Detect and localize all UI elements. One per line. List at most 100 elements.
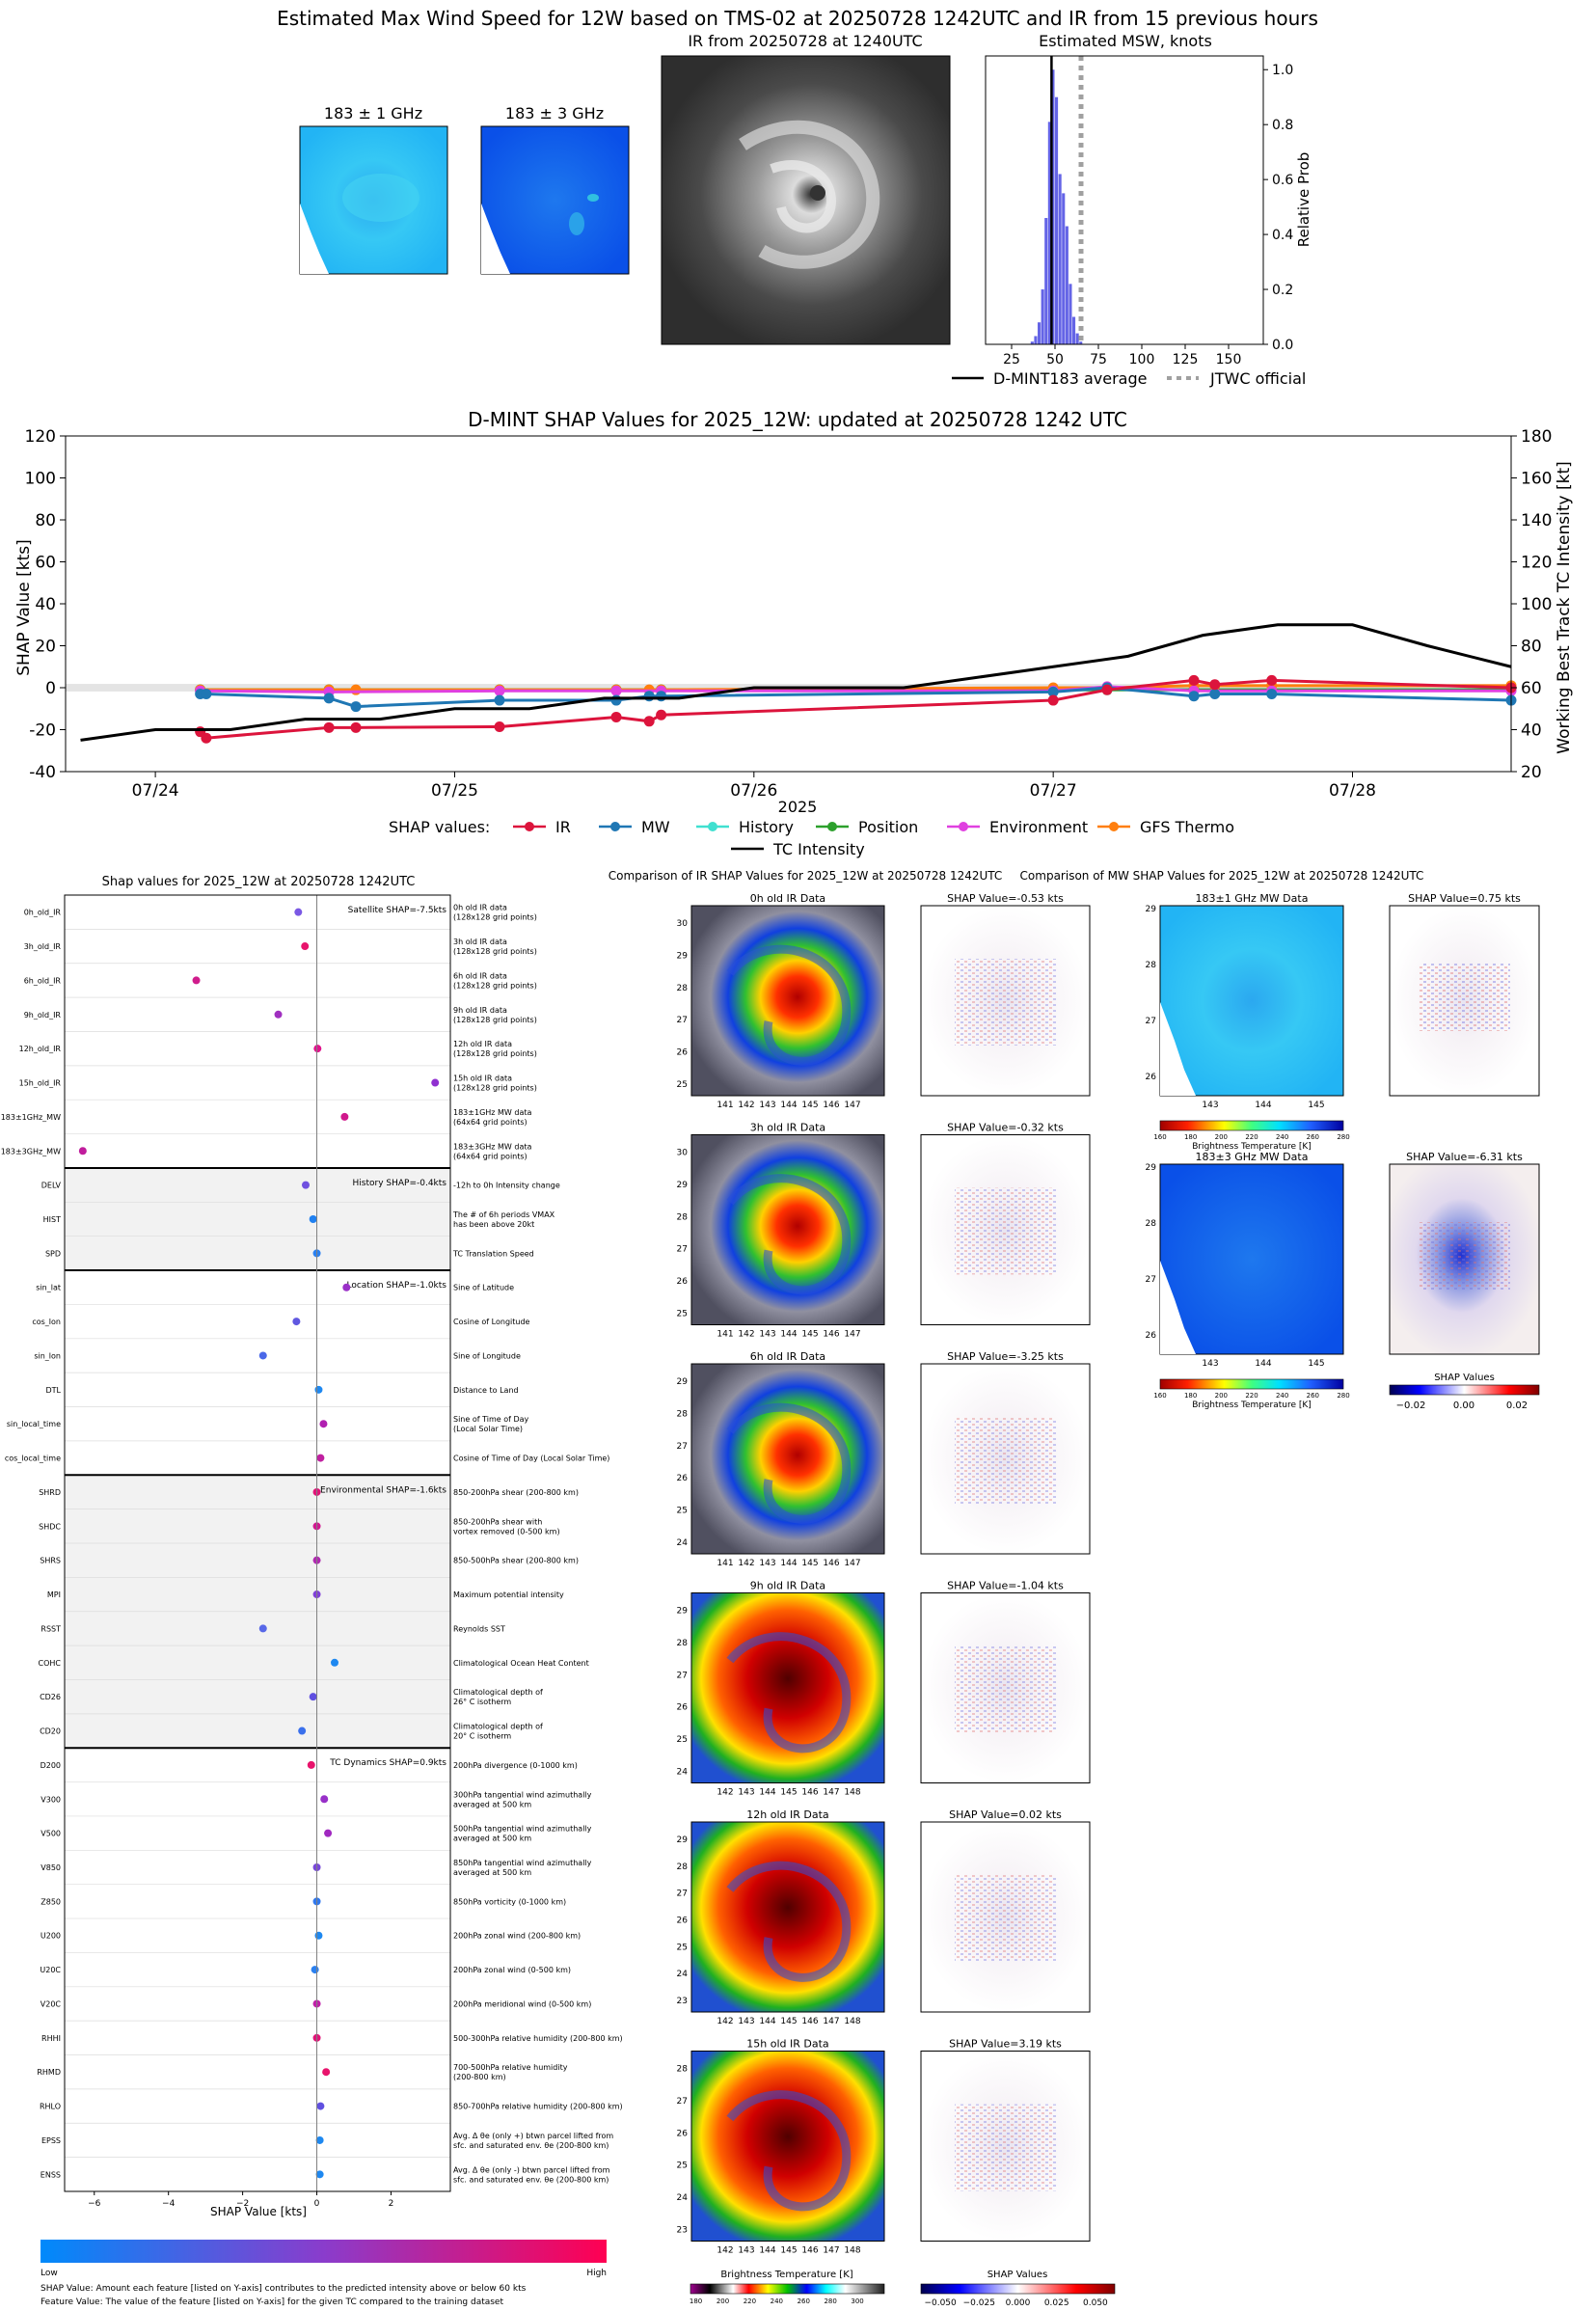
series-point	[323, 693, 335, 704]
ir-ytick-label: 23	[677, 1997, 688, 2006]
mw-cbar-tick: 200	[1215, 1392, 1228, 1400]
ir-ytick-label: 27	[677, 1245, 688, 1255]
mw-cbar-tick: 280	[1337, 1392, 1349, 1400]
feature-desc: has been above 20kt	[453, 1220, 534, 1229]
shap-xtick-label: −6	[88, 2199, 101, 2209]
y-tick-label: 20	[35, 638, 56, 657]
feature-dot	[314, 1385, 323, 1394]
ir-shap-title: SHAP Value=-0.32 kts	[947, 1122, 1064, 1134]
feature-desc: Climatological depth of	[453, 1688, 543, 1697]
mw-shap-title: SHAP Value=0.75 kts	[1408, 892, 1521, 905]
hist-bar	[1044, 218, 1048, 344]
feature-desc: 200hPa divergence (0-1000 km)	[453, 1761, 578, 1770]
ir-data-image	[690, 905, 885, 1097]
series-point	[494, 694, 505, 706]
ir-xtick-label: 148	[844, 1788, 860, 1798]
x-tick-label: 07/25	[431, 781, 478, 801]
feature-dot	[313, 1045, 322, 1053]
ir-data-title: 9h old IR Data	[750, 1580, 825, 1592]
ir-ytick-label: 23	[677, 2226, 688, 2236]
feature-desc: 850-200hPa shear with	[453, 1517, 542, 1526]
shap-feature-chart: Satellite SHAP=-7.5kts 0h_old_IR 0h old IR…	[1, 894, 623, 2209]
mw-ytick-label: 26	[1146, 1331, 1157, 1341]
ir-xtick-label: 145	[801, 1559, 818, 1568]
hist-bar	[1075, 333, 1079, 344]
mw-cbar-label: Brightness Temperature [K]	[1192, 1400, 1312, 1410]
ir-xtick-label: 147	[823, 2017, 839, 2026]
feature-dot	[319, 1420, 328, 1428]
mw-cbar-tick: 180	[1184, 1392, 1197, 1400]
ir-ytick-label: 29	[677, 1181, 689, 1190]
ir-xtick-label: 144	[780, 1559, 797, 1568]
msw-legend: D-MINT183 average JTWC official	[952, 369, 1306, 388]
hist-frame	[985, 55, 1264, 345]
feature-name: DELV	[41, 1182, 62, 1190]
group-band	[65, 1167, 450, 1271]
hist-bar	[1069, 284, 1072, 344]
hist-bar	[1041, 289, 1044, 344]
feature-desc: 850-500hPa shear (200-800 km)	[453, 1557, 579, 1565]
ir-shap-cbar-tick: 0.050	[1083, 2298, 1108, 2308]
legend-mw: MW	[641, 818, 670, 836]
msw-title: Estimated MSW, knots	[1039, 32, 1212, 50]
ir-cbar-tick: 180	[690, 2297, 702, 2305]
feature-desc: 850hPa tangential wind azimuthally	[453, 1859, 592, 1867]
ir-xtick-label: 143	[759, 1101, 775, 1110]
shap-note-2: Feature Value: The value of the feature …	[41, 2297, 503, 2307]
ir-xtick-label: 146	[823, 1330, 839, 1340]
ir-shap-cbar-tick: 0.025	[1044, 2298, 1069, 2308]
feature-name: U200	[41, 1932, 61, 1941]
feature-desc: 183±3GHz MW data	[453, 1142, 531, 1151]
ir-cbar-tick: 240	[771, 2297, 783, 2305]
mw-data-image	[1159, 905, 1344, 1097]
shap-frame	[64, 894, 451, 2192]
feature-name: RHHI	[41, 2034, 61, 2043]
ir-spiral-band	[726, 1402, 852, 1524]
shap-colorbar: Low High	[41, 2240, 607, 2278]
mw-cbar-tick: 220	[1245, 1133, 1258, 1141]
y-tick-right-label: 160	[1521, 470, 1552, 489]
feature-name: cos_local_time	[5, 1455, 61, 1463]
mw3-image	[480, 125, 630, 275]
ir-data-title: 6h old IR Data	[750, 1350, 825, 1363]
mw-xtick-label: 145	[1308, 1101, 1324, 1110]
feature-dot	[78, 1147, 87, 1156]
series-point	[610, 685, 622, 696]
mw-shap-cbar-tick: 0.02	[1506, 1400, 1528, 1411]
mw-cbar-tick: 160	[1153, 1133, 1166, 1141]
ir-data-image	[690, 1592, 885, 1783]
mw-cbar-tick: 220	[1245, 1392, 1258, 1400]
feature-dot	[322, 2068, 331, 2077]
ir-xtick-label: 143	[738, 1788, 754, 1798]
feature-name: 15h_old_IR	[19, 1079, 62, 1088]
mw-cbar-label: Brightness Temperature [K]	[1192, 1142, 1312, 1152]
mw-data-image	[1159, 1163, 1344, 1355]
y-tick-right-label: 180	[1521, 427, 1552, 447]
feature-desc: Climatological Ocean Heat Content	[453, 1659, 589, 1668]
feature-name: ENSS	[41, 2170, 61, 2179]
ir-ytick-label: 25	[677, 1310, 688, 1319]
feature-dot	[274, 1010, 283, 1019]
y-tick-right-label: 40	[1521, 721, 1542, 741]
x-tick-label: 07/28	[1329, 781, 1376, 801]
feature-desc: (128x128 grid points)	[453, 1084, 537, 1093]
ir-xtick-label: 144	[759, 1788, 775, 1798]
shap-xtick-label: 2	[389, 2199, 394, 2209]
feature-desc: 850-700hPa relative humidity (200-800 km…	[453, 2103, 623, 2111]
group-label: Location SHAP=-1.0kts	[346, 1281, 446, 1291]
feature-desc: (128x128 grid points)	[453, 913, 537, 922]
series-point	[610, 694, 622, 706]
ir-ytick-label: 27	[677, 1442, 688, 1452]
feature-name: CD26	[40, 1693, 61, 1701]
hist-xtick-label: 75	[1090, 352, 1107, 367]
x-tick-label: 07/27	[1030, 781, 1077, 801]
hist-ytick-label: 0.4	[1272, 228, 1293, 243]
feature-name: SHRD	[39, 1488, 61, 1497]
feature-desc: 6h old IR data	[453, 971, 507, 980]
ir-xtick-label: 146	[823, 1559, 839, 1568]
series-point	[1266, 689, 1278, 700]
ir-ytick-label: 29	[677, 951, 689, 961]
y-tick-label: -40	[29, 763, 56, 782]
hist-bar	[1038, 322, 1041, 344]
